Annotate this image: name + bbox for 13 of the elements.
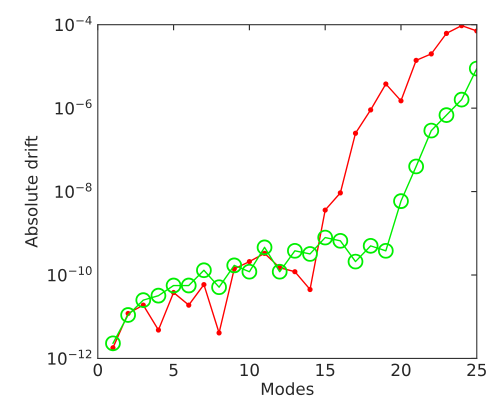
y-tick-label: 10$^{−4}$ — [56, 16, 92, 32]
y-tick-label: 10$^{−6}$ — [56, 99, 92, 115]
x-tick-label: 15 — [316, 364, 334, 376]
x-axis-title: Modes — [262, 382, 314, 396]
x-tick-label: 5 — [170, 364, 178, 376]
x-tick-label: 0 — [94, 364, 102, 376]
y-axis-title: Absolute drift — [24, 136, 38, 248]
x-tick-label: 20 — [392, 364, 410, 376]
y-tick-label: 10$^{−10}$ — [48, 266, 92, 282]
x-tick-label: 10 — [240, 364, 259, 376]
y-tick-label: 10$^{−8}$ — [56, 182, 92, 198]
y-tick-label: 10$^{−12}$ — [48, 350, 92, 365]
x-tick-label: 25 — [467, 364, 486, 376]
